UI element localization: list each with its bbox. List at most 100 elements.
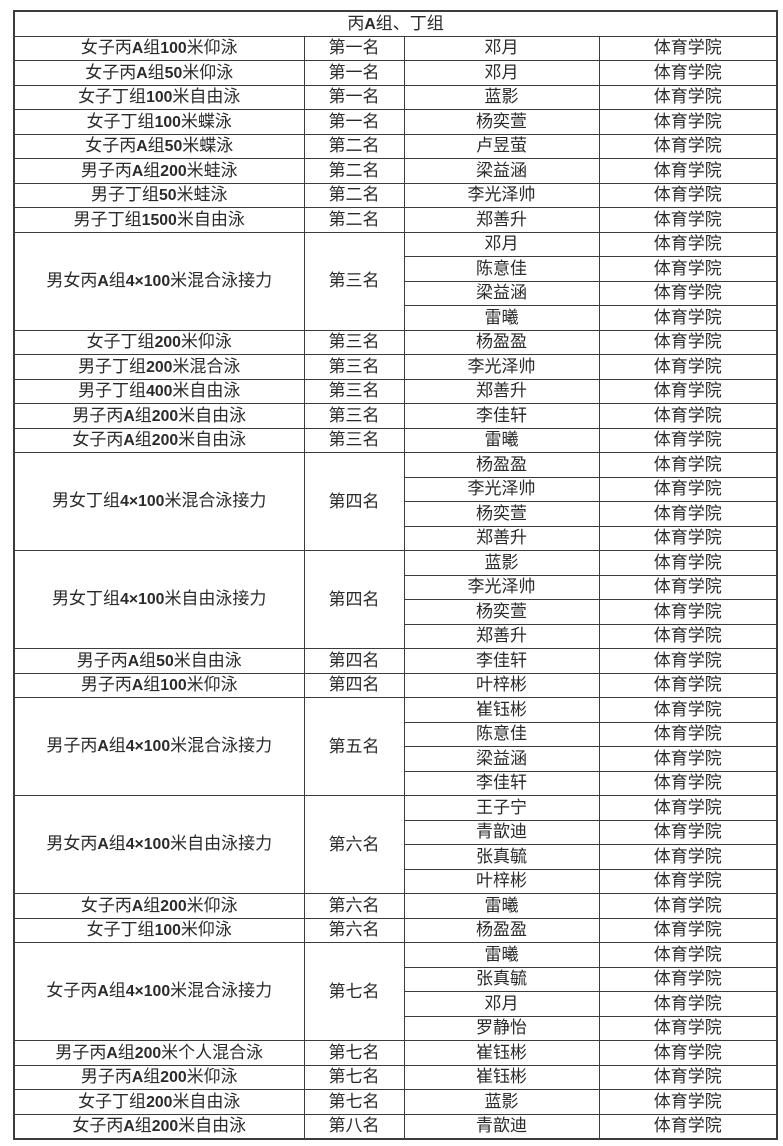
name-cell: 郑善升 [403, 623, 600, 649]
name-cell: 梁益涵 [403, 158, 600, 184]
latin-text: 50 [164, 64, 183, 82]
latin-text: 4×100 [120, 493, 165, 511]
latin-text: 400 [146, 383, 173, 401]
latin-text: 50 [164, 138, 183, 156]
name-cell: 郑善升 [403, 378, 600, 404]
place-cell: 第五名 [303, 697, 405, 796]
name-cell: 李佳轩 [403, 403, 600, 429]
table-row: 女子丙A组50米蝶泳 第二名 卢昱萤 体育学院 [13, 133, 778, 159]
name-cell: 雷曦 [403, 942, 600, 968]
table-row: 杨奕萱 体育学院 [14, 599, 778, 625]
event-cell: 男子丙A组200米仰泳 [13, 1064, 305, 1090]
college-cell: 体育学院 [598, 819, 778, 845]
event-cell: 女子丙A组200米自由泳 [13, 427, 305, 453]
table-row: 女子丙A组4×100米混合泳接力 第七名 雷曦 体育学院 [13, 942, 778, 1041]
latin-text: A [127, 652, 140, 670]
college-cell: 体育学院 [598, 868, 778, 894]
place-cell: 第二名 [303, 133, 405, 159]
college-cell: 体育学院 [598, 305, 778, 331]
event-cell: 男子丙A组200米自由泳 [13, 403, 305, 429]
college-cell: 体育学院 [598, 476, 778, 502]
table-row: 男子丙A组4×100米混合泳接力 第五名 崔钰彬 体育学院 [13, 697, 778, 796]
table-row: 男女丙A组4×100米自由泳接力 第六名 王子宁 体育学院 [13, 795, 778, 894]
latin-text: A [97, 983, 109, 1001]
table-row: 男子丁组1500米自由泳 第二名 郑善升 体育学院 [13, 207, 778, 233]
name-cell: 雷曦 [403, 893, 600, 919]
place-cell: 第三名 [303, 231, 405, 331]
place-cell: 第四名 [303, 550, 405, 649]
name-cell: 杨奕萱 [403, 109, 600, 135]
place-cell: 第六名 [303, 795, 405, 894]
event-cell: 女子丁组100米仰泳 [13, 917, 305, 943]
name-cell: 雷曦 [403, 305, 600, 331]
event-cell: 女子丙A组100米仰泳 [13, 35, 305, 61]
event-cell: 男子丁组1500米自由泳 [13, 207, 305, 233]
place-cell: 第八名 [303, 1113, 405, 1140]
name-cell: 梁益涵 [403, 280, 600, 306]
latin-text: 4×100 [125, 983, 171, 1001]
table-row: 女子丙A组100米仰泳 第一名 邓月 体育学院 [13, 35, 778, 61]
event-cell: 男子丁组50米蛙泳 [13, 182, 305, 208]
table-row: 女子丙A组50米仰泳 第一名 邓月 体育学院 [13, 60, 778, 86]
college-cell: 体育学院 [598, 329, 778, 355]
college-cell: 体育学院 [598, 378, 778, 404]
table-row: 男子丙A组200米自由泳 第三名 李佳轩 体育学院 [13, 403, 778, 429]
college-cell: 体育学院 [598, 599, 778, 625]
name-cell: 邓月 [403, 60, 600, 86]
results-table: 丙A组、丁组 女子丙A组100米仰泳 第一名 邓月 体育学院 女子丙A组50米仰泳 第一名… [13, 10, 779, 1140]
name-cell: 王子宁 [403, 795, 600, 821]
latin-text: 4×100 [125, 738, 171, 756]
event-cell: 男女丁组4×100米混合泳接力 [13, 452, 305, 551]
college-cell: 体育学院 [598, 35, 778, 61]
name-cell: 崔钰彬 [403, 697, 600, 723]
latin-text: A [97, 836, 109, 854]
table-row: 男子丁组200米混合泳 第三名 李光泽帅 体育学院 [13, 354, 778, 380]
college-cell: 体育学院 [598, 158, 778, 184]
latin-text: 200 [160, 897, 187, 915]
name-cell: 李佳轩 [403, 648, 600, 674]
name-cell: 陈意佳 [403, 721, 600, 747]
name-cell: 邓月 [403, 231, 600, 257]
latin-text: A [106, 1044, 118, 1062]
name-cell: 蓝影 [403, 1089, 600, 1115]
name-cell: 梁益涵 [403, 746, 600, 772]
table-row: 雷曦 体育学院 [14, 305, 778, 331]
place-cell: 第七名 [303, 1089, 405, 1115]
college-cell: 体育学院 [598, 721, 778, 747]
table-title-row: 丙A组、丁组 [13, 10, 778, 37]
college-cell: 体育学院 [598, 648, 778, 674]
latin-text: 50 [158, 187, 177, 205]
latin-text: A [97, 738, 109, 756]
table-row: 张真毓 体育学院 [14, 844, 778, 870]
name-cell: 张真毓 [403, 966, 600, 992]
table-row: 张真毓 体育学院 [14, 966, 778, 992]
event-cell: 男子丙A组200米个人混合泳 [13, 1040, 305, 1066]
latin-text: 100 [154, 113, 181, 131]
name-cell: 郑善升 [403, 525, 600, 551]
latin-text: 50 [156, 652, 174, 670]
latin-text: A [136, 138, 148, 156]
table-row: 女子丁组100米自由泳 第一名 蓝影 体育学院 [13, 84, 778, 110]
college-cell: 体育学院 [598, 1040, 778, 1066]
event-cell: 女子丙A组4×100米混合泳接力 [13, 942, 305, 1041]
name-cell: 李光泽帅 [403, 354, 600, 380]
college-cell: 体育学院 [598, 256, 778, 282]
event-cell: 男子丙A组100米仰泳 [13, 672, 305, 698]
place-cell: 第二名 [303, 158, 405, 184]
table-row: 女子丙A组200米仰泳 第六名 雷曦 体育学院 [13, 893, 778, 919]
latin-text: A [123, 407, 135, 425]
table-row: 男女丙A组4×100米混合泳接力 第三名 邓月 体育学院 [13, 231, 778, 331]
name-cell: 杨盈盈 [403, 452, 600, 478]
place-cell: 第四名 [303, 452, 405, 551]
event-cell: 女子丙A组50米蝶泳 [13, 133, 305, 159]
table-row: 男子丙A组200米个人混合泳 第七名 崔钰彬 体育学院 [13, 1040, 778, 1066]
latin-text: A [131, 897, 144, 915]
event-cell: 女子丁组100米自由泳 [13, 84, 305, 110]
place-cell: 第一名 [303, 35, 405, 61]
latin-text: A [123, 432, 135, 450]
college-cell: 体育学院 [598, 844, 778, 870]
place-cell: 第三名 [303, 378, 405, 404]
college-cell: 体育学院 [598, 697, 778, 723]
event-cell: 女子丙A组50米仰泳 [13, 60, 305, 86]
